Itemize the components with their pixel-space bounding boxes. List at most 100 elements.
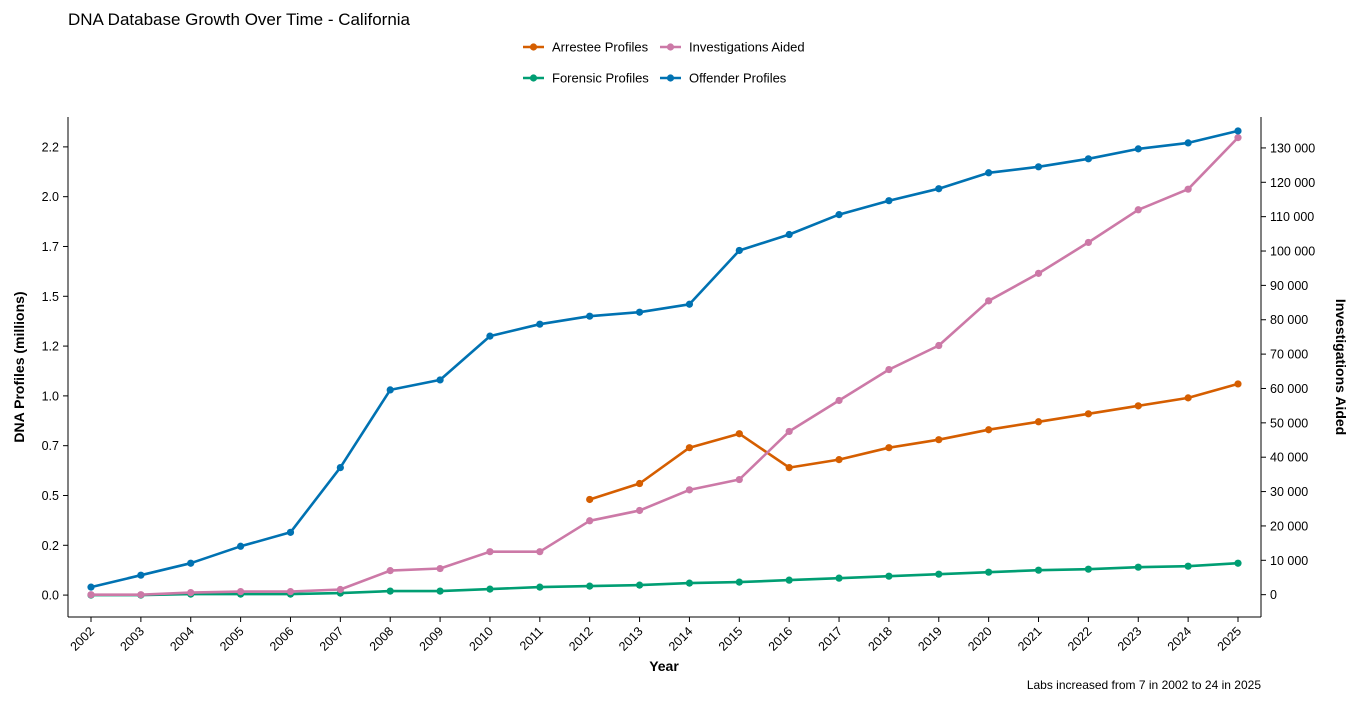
data-point-investigations-aided bbox=[1234, 134, 1242, 142]
legend-item: Arrestee Profiles bbox=[523, 40, 649, 55]
data-point-investigations-aided bbox=[286, 587, 295, 596]
x-tick-label: 2015 bbox=[716, 624, 746, 654]
x-tick-label: 2006 bbox=[267, 624, 297, 654]
data-point-offender-profiles bbox=[1084, 155, 1092, 163]
data-point-investigations-aided bbox=[1084, 238, 1092, 247]
x-tick-label: 2021 bbox=[1015, 624, 1045, 654]
data-point-investigations-aided bbox=[1134, 206, 1142, 214]
legend-label: Investigations Aided bbox=[689, 40, 805, 55]
y-left-tick-label: 1.2 bbox=[42, 340, 59, 354]
data-point-investigations-aided bbox=[835, 396, 843, 405]
x-tick-label: 2014 bbox=[666, 624, 696, 654]
series-arrestee-profiles bbox=[586, 380, 1242, 504]
data-point-arrestee-profiles bbox=[1134, 402, 1142, 410]
legend-item: Forensic Profiles bbox=[523, 71, 649, 86]
data-point-offender-profiles bbox=[735, 246, 743, 255]
data-point-offender-profiles bbox=[685, 300, 694, 308]
data-point-investigations-aided bbox=[1034, 269, 1043, 277]
legend-item: Investigations Aided bbox=[660, 40, 805, 55]
data-point-offender-profiles bbox=[436, 376, 444, 384]
x-tick-label: 2018 bbox=[865, 624, 895, 654]
data-point-offender-profiles bbox=[486, 332, 494, 340]
legend-label: Forensic Profiles bbox=[552, 71, 649, 86]
y-left-tick-label: 2.0 bbox=[42, 190, 59, 204]
data-point-forensic-profiles bbox=[436, 587, 444, 595]
x-axis-title: Year bbox=[649, 658, 679, 674]
data-point-offender-profiles bbox=[237, 542, 245, 550]
data-point-offender-profiles bbox=[536, 320, 544, 328]
data-point-investigations-aided bbox=[436, 564, 444, 573]
y-left-tick-label: 0.5 bbox=[42, 489, 59, 503]
data-point-investigations-aided bbox=[336, 585, 344, 594]
data-point-arrestee-profiles bbox=[835, 456, 843, 464]
data-point-arrestee-profiles bbox=[1234, 380, 1242, 388]
y-axis-left-title: DNA Profiles (millions) bbox=[11, 291, 27, 442]
legend-swatch-marker bbox=[529, 74, 538, 82]
series-investigations-aided bbox=[87, 134, 1242, 599]
data-point-forensic-profiles bbox=[1184, 562, 1192, 570]
y-right-tick-label: 50 000 bbox=[1270, 416, 1308, 430]
series-layer bbox=[87, 127, 1242, 599]
legend-label: Offender Profiles bbox=[689, 71, 787, 86]
x-tick-label: 2004 bbox=[167, 624, 197, 654]
x-tick-label: 2002 bbox=[68, 624, 98, 654]
data-point-forensic-profiles bbox=[635, 581, 644, 589]
x-tick-label: 2008 bbox=[367, 624, 397, 654]
series-line-forensic-profiles bbox=[91, 561, 1239, 597]
data-point-investigations-aided bbox=[187, 589, 195, 597]
y-right-tick-label: 120 000 bbox=[1270, 176, 1315, 190]
data-point-investigations-aided bbox=[885, 365, 893, 374]
data-point-offender-profiles bbox=[1034, 163, 1043, 171]
data-point-arrestee-profiles bbox=[586, 495, 594, 504]
y-right-tick-label: 80 000 bbox=[1270, 313, 1308, 327]
y-right-tick-label: 90 000 bbox=[1270, 279, 1308, 293]
x-tick-label: 2012 bbox=[566, 624, 596, 654]
data-point-offender-profiles bbox=[1134, 145, 1142, 153]
y-left-tick-label: 1.0 bbox=[42, 389, 59, 403]
data-point-offender-profiles bbox=[137, 571, 145, 579]
data-point-offender-profiles bbox=[336, 463, 344, 472]
series-line-arrestee-profiles bbox=[589, 382, 1239, 501]
x-axis-ticks: 2002 2003 2004 2005 2006 2007 2008 2009 2010 2011… bbox=[68, 617, 1245, 654]
legend-label: Arrestee Profiles bbox=[552, 40, 649, 55]
data-point-forensic-profiles bbox=[1134, 563, 1142, 571]
data-point-forensic-profiles bbox=[935, 570, 943, 578]
data-point-arrestee-profiles bbox=[1034, 418, 1043, 426]
x-tick-label: 2024 bbox=[1165, 624, 1195, 654]
y-axis-right-ticks: 0 10 000 20 000 30 000 40 000 50 000 60 000 70 … bbox=[1261, 141, 1315, 602]
data-point-arrestee-profiles bbox=[1084, 410, 1092, 418]
data-point-investigations-aided bbox=[87, 591, 95, 599]
x-tick-label: 2025 bbox=[1215, 624, 1245, 654]
y-right-tick-label: 20 000 bbox=[1270, 519, 1308, 533]
data-point-forensic-profiles bbox=[785, 576, 793, 584]
data-point-investigations-aided bbox=[985, 297, 993, 305]
x-tick-label: 2011 bbox=[517, 624, 546, 653]
data-point-forensic-profiles bbox=[985, 568, 993, 576]
data-point-offender-profiles bbox=[985, 169, 993, 177]
data-point-forensic-profiles bbox=[486, 585, 494, 593]
data-point-investigations-aided bbox=[735, 475, 743, 484]
y-left-tick-label: 2.2 bbox=[42, 140, 59, 154]
data-point-forensic-profiles bbox=[1034, 566, 1043, 574]
y-axis-left-ticks: 0.0 0.2 0.5 0.7 1.0 1.2 1.5 1.7 2.0 2.2 bbox=[42, 140, 68, 603]
data-point-arrestee-profiles bbox=[735, 430, 743, 438]
data-point-investigations-aided bbox=[635, 506, 644, 515]
data-point-offender-profiles bbox=[885, 197, 893, 205]
x-tick-label: 2013 bbox=[616, 624, 646, 654]
legend-swatch-marker bbox=[666, 74, 675, 82]
x-tick-label: 2017 bbox=[816, 624, 846, 654]
data-point-arrestee-profiles bbox=[885, 444, 893, 452]
x-tick-label: 2009 bbox=[417, 624, 447, 654]
x-tick-label: 2007 bbox=[317, 624, 347, 654]
data-point-arrestee-profiles bbox=[635, 479, 644, 488]
y-left-tick-label: 0.7 bbox=[42, 439, 59, 453]
data-point-forensic-profiles bbox=[1084, 565, 1092, 573]
data-point-investigations-aided bbox=[685, 486, 694, 494]
y-right-tick-label: 40 000 bbox=[1270, 451, 1308, 465]
y-right-tick-label: 130 000 bbox=[1270, 141, 1315, 155]
data-point-offender-profiles bbox=[187, 559, 195, 567]
series-line-offender-profiles bbox=[90, 129, 1239, 589]
data-point-offender-profiles bbox=[835, 211, 843, 219]
y-right-tick-label: 0 bbox=[1270, 588, 1277, 602]
data-point-offender-profiles bbox=[1234, 127, 1242, 135]
